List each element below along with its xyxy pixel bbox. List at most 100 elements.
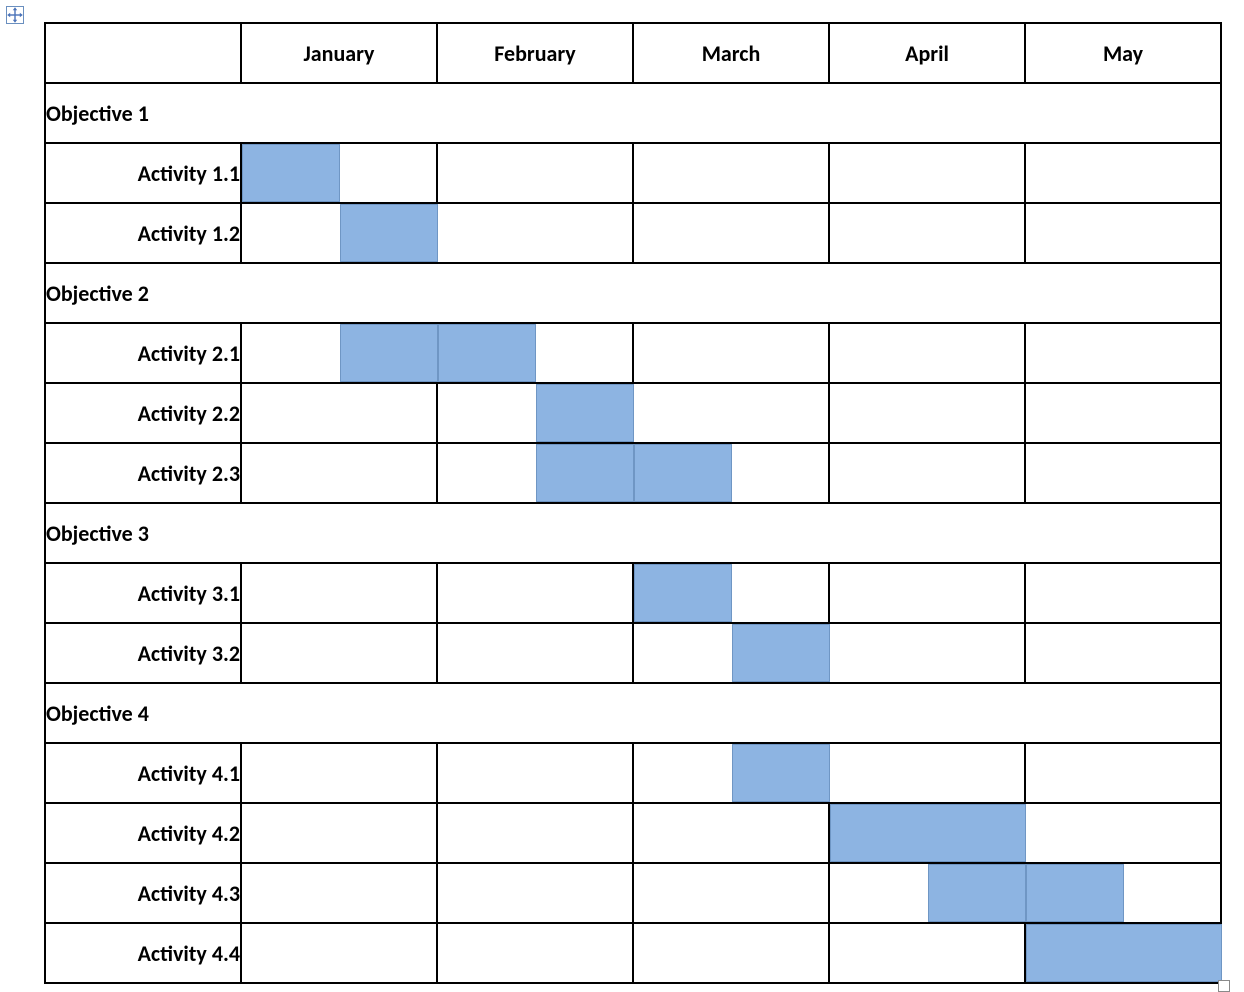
gantt-cell — [633, 323, 829, 383]
gantt-bar — [1026, 864, 1124, 922]
gantt-cell — [1025, 803, 1221, 863]
gantt-cell — [437, 923, 633, 983]
gantt-cell — [633, 623, 829, 683]
gantt-cell — [829, 803, 1025, 863]
gantt-header-month: May — [1025, 23, 1221, 83]
gantt-objective-row: Objective 2 — [45, 263, 1221, 323]
activity-label: Activity 4.3 — [45, 863, 241, 923]
gantt-cell — [437, 623, 633, 683]
gantt-cell — [437, 203, 633, 263]
gantt-cell — [829, 743, 1025, 803]
gantt-cell — [437, 143, 633, 203]
gantt-activity-row: Activity 3.2 — [45, 623, 1221, 683]
gantt-cell — [633, 203, 829, 263]
activity-label: Activity 2.1 — [45, 323, 241, 383]
gantt-cell — [1025, 383, 1221, 443]
gantt-header-month: April — [829, 23, 1025, 83]
gantt-cell — [241, 383, 437, 443]
gantt-cell — [241, 323, 437, 383]
gantt-cell — [1025, 143, 1221, 203]
gantt-chart-table: January February March April May Objecti… — [44, 22, 1222, 984]
gantt-cell — [829, 383, 1025, 443]
gantt-cell — [829, 563, 1025, 623]
gantt-cell — [829, 623, 1025, 683]
gantt-bar — [1026, 924, 1222, 982]
gantt-activity-row: Activity 2.1 — [45, 323, 1221, 383]
gantt-cell — [241, 923, 437, 983]
gantt-cell — [437, 383, 633, 443]
gantt-bar — [340, 324, 438, 382]
gantt-cell — [437, 323, 633, 383]
gantt-bar — [242, 144, 340, 202]
gantt-activity-row: Activity 4.3 — [45, 863, 1221, 923]
table-move-handle-icon[interactable] — [6, 6, 24, 24]
activity-label: Activity 2.3 — [45, 443, 241, 503]
gantt-bar — [536, 444, 634, 502]
gantt-bar — [634, 564, 732, 622]
gantt-cell — [1025, 863, 1221, 923]
gantt-objective-row: Objective 1 — [45, 83, 1221, 143]
gantt-bar — [928, 864, 1026, 922]
gantt-header-month: March — [633, 23, 829, 83]
gantt-bar — [536, 384, 634, 442]
gantt-cell — [829, 323, 1025, 383]
gantt-cell — [241, 863, 437, 923]
objective-label: Objective 4 — [45, 683, 1221, 743]
gantt-cell — [633, 143, 829, 203]
gantt-cell — [437, 563, 633, 623]
activity-label: Activity 4.2 — [45, 803, 241, 863]
gantt-cell — [437, 743, 633, 803]
gantt-cell — [1025, 443, 1221, 503]
gantt-activity-row: Activity 4.1 — [45, 743, 1221, 803]
gantt-header-row: January February March April May — [45, 23, 1221, 83]
activity-label: Activity 3.1 — [45, 563, 241, 623]
gantt-activity-row: Activity 4.2 — [45, 803, 1221, 863]
gantt-bar — [438, 324, 536, 382]
gantt-cell — [437, 443, 633, 503]
gantt-cell — [829, 923, 1025, 983]
gantt-bar — [634, 444, 732, 502]
objective-label: Objective 3 — [45, 503, 1221, 563]
table-resize-handle-icon[interactable] — [1218, 980, 1230, 992]
gantt-cell — [1025, 743, 1221, 803]
gantt-cell — [1025, 323, 1221, 383]
gantt-cell — [241, 803, 437, 863]
gantt-cell — [1025, 923, 1221, 983]
gantt-bar — [732, 744, 830, 802]
gantt-cell — [437, 803, 633, 863]
gantt-bar — [340, 204, 438, 262]
gantt-cell — [241, 143, 437, 203]
gantt-cell — [633, 803, 829, 863]
gantt-cell — [633, 923, 829, 983]
gantt-activity-row: Activity 3.1 — [45, 563, 1221, 623]
gantt-cell — [829, 203, 1025, 263]
activity-label: Activity 1.2 — [45, 203, 241, 263]
gantt-header-blank — [45, 23, 241, 83]
gantt-cell — [633, 443, 829, 503]
gantt-cell — [633, 863, 829, 923]
gantt-cell — [1025, 203, 1221, 263]
gantt-activity-row: Activity 1.1 — [45, 143, 1221, 203]
activity-label: Activity 3.2 — [45, 623, 241, 683]
gantt-activity-row: Activity 4.4 — [45, 923, 1221, 983]
gantt-header-month: February — [437, 23, 633, 83]
gantt-cell — [1025, 623, 1221, 683]
gantt-activity-row: Activity 1.2 — [45, 203, 1221, 263]
gantt-objective-row: Objective 3 — [45, 503, 1221, 563]
activity-label: Activity 4.1 — [45, 743, 241, 803]
activity-label: Activity 4.4 — [45, 923, 241, 983]
gantt-cell — [829, 143, 1025, 203]
gantt-cell — [437, 863, 633, 923]
gantt-cell — [829, 443, 1025, 503]
gantt-header-month: January — [241, 23, 437, 83]
objective-label: Objective 2 — [45, 263, 1221, 323]
gantt-activity-row: Activity 2.2 — [45, 383, 1221, 443]
gantt-cell — [633, 743, 829, 803]
gantt-cell — [829, 863, 1025, 923]
gantt-cell — [633, 383, 829, 443]
gantt-cell — [241, 743, 437, 803]
gantt-cell — [241, 623, 437, 683]
gantt-objective-row: Objective 4 — [45, 683, 1221, 743]
gantt-bar — [830, 804, 1026, 862]
gantt-bar — [732, 624, 830, 682]
